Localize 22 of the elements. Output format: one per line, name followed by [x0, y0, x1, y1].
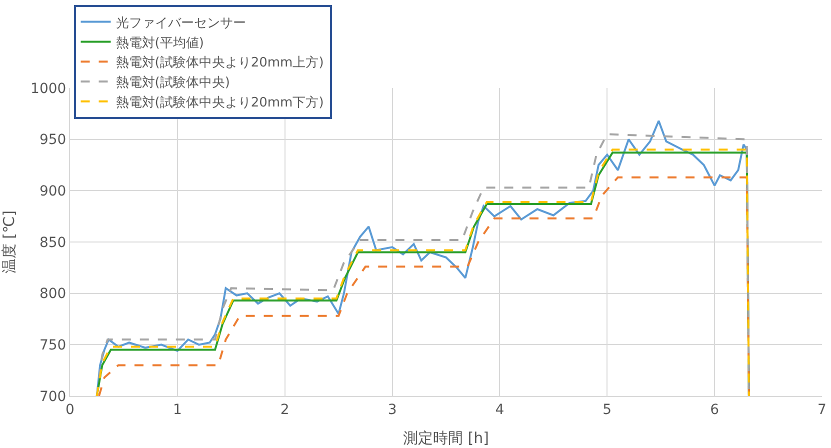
- x-tick-label: 0: [66, 402, 74, 418]
- legend-label: 熱電対(試験体中央より20mm下方): [116, 94, 324, 110]
- x-tick-label: 6: [710, 402, 720, 418]
- x-tick-label: 5: [602, 402, 612, 418]
- y-axis-title: 温度 [℃]: [0, 210, 18, 274]
- y-tick-label: 1000: [30, 80, 66, 97]
- y-tick-label: 950: [39, 132, 66, 148]
- y-tick-label: 700: [39, 388, 66, 405]
- legend-label: 光ファイバーセンサー: [116, 16, 246, 31]
- x-tick-label: 3: [388, 402, 397, 418]
- legend-label: 熱電対(試験体中央): [116, 74, 230, 91]
- y-tick-label: 750: [39, 338, 66, 354]
- x-tick-label: 7: [818, 402, 826, 418]
- x-tick-label: 1: [172, 402, 182, 418]
- x-axis-title: 測定時間 [h]: [403, 428, 489, 447]
- y-tick-label: 800: [39, 286, 66, 302]
- x-tick-label: 2: [280, 402, 290, 418]
- y-tick-label: 850: [39, 234, 66, 251]
- legend-label: 熱電対(試験体中央より20mm上方): [116, 54, 324, 71]
- legend-label: 熱電対(平均値): [116, 34, 204, 51]
- x-tick-label: 4: [495, 402, 504, 418]
- y-tick-label: 900: [39, 184, 66, 200]
